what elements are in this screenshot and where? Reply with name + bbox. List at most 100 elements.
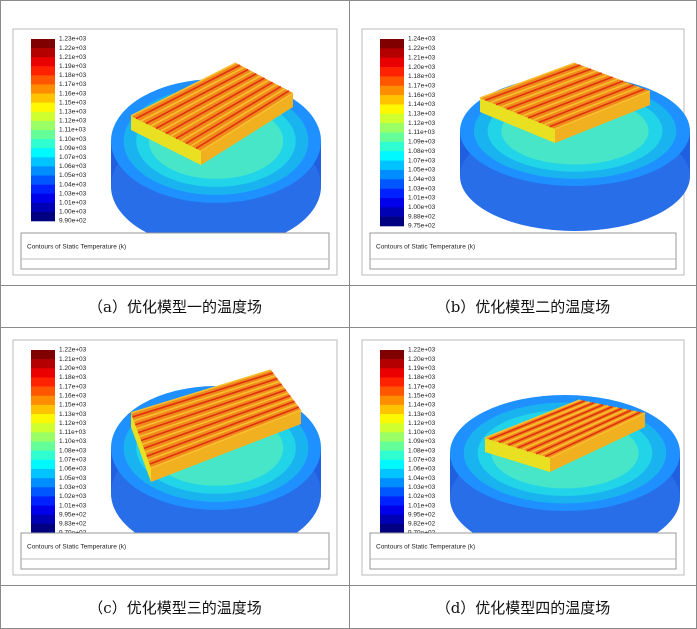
colorbar-label: 9.82e+02 [408, 521, 436, 528]
fin-stripe [133, 374, 276, 422]
colorbar-label: 1.05e+03 [408, 167, 436, 174]
fin-block-side [201, 93, 293, 165]
colorbar-label: 9.83e+02 [59, 521, 87, 528]
fin-stripe [135, 377, 278, 426]
fin-stripe [489, 400, 585, 441]
colorbar-swatch [380, 188, 404, 199]
colorbar-swatch [31, 66, 55, 76]
colorbar-label: 1.08e+03 [408, 447, 436, 454]
fin-stripe [493, 401, 590, 442]
colorbar-swatch [31, 441, 55, 451]
colorbar-swatch [31, 48, 55, 58]
fin-stripe [526, 407, 623, 452]
panel-cell: 1.22e+03 1.21e+03 1.20e+03 1.18e+03 1.17e+03… [0, 327, 350, 586]
fin-stripe [132, 372, 274, 418]
fin-stripe [507, 403, 604, 446]
colorbar-swatch [31, 84, 55, 94]
colorbar-swatch [380, 350, 404, 360]
colorbar-label: 1.13e+03 [408, 411, 436, 418]
colorbar-swatch [380, 207, 404, 217]
colorbar-swatch [380, 478, 404, 488]
colorbar-label: 1.08e+03 [59, 447, 87, 454]
panel-cell: 1.23e+03 1.22e+03 1.21e+03 1.19e+03 1.18e+03… [0, 0, 350, 286]
colorbar-label: 1.00e+03 [408, 204, 436, 211]
fin-stripe [170, 79, 269, 137]
colorbar-label: 1.15e+03 [59, 99, 87, 106]
colorbar-label: 1.01e+03 [408, 195, 436, 202]
fin-stripe [521, 406, 618, 451]
colorbar-swatch [380, 459, 404, 470]
colorbar-label: 1.18e+03 [408, 374, 436, 381]
colorbar-label: 1.15e+03 [408, 392, 436, 399]
fin-stripe [130, 369, 272, 414]
colorbar-label: 1.17e+03 [408, 383, 436, 390]
fin-stripe [200, 92, 294, 152]
fin-stripe [146, 400, 295, 457]
fin-stripe [512, 404, 609, 448]
colorbar-swatch [380, 169, 404, 180]
colorbar-swatch [380, 487, 404, 497]
contour-image: 1.22e+03 1.20e+03 1.19e+03 1.18e+03 1.17e+03… [361, 339, 685, 576]
colorbar-label: 1.11e+03 [408, 129, 435, 136]
colorbar-label: 1.07e+03 [408, 157, 436, 164]
panel-cell: 1.24e+03 1.22e+03 1.21e+03 1.20e+03 1.18e+03… [349, 0, 697, 286]
fin-stripe [147, 403, 297, 461]
colorbar-label: 1.20e+03 [59, 365, 87, 372]
fin-stripe [549, 88, 645, 128]
colorbar-label: 9.88e+02 [408, 213, 436, 220]
colorbar-label: 1.14e+03 [408, 101, 436, 108]
colorbar-swatch [380, 57, 404, 68]
colorbar-label: 1.07e+03 [59, 457, 87, 464]
colorbar-label: 1.09e+03 [408, 438, 436, 445]
colorbar-label: 1.13e+03 [59, 109, 87, 116]
fin-stripe [137, 383, 282, 434]
colorbar-label: 1.10e+03 [59, 438, 87, 445]
colorbar-swatch [380, 123, 404, 133]
colorbar-swatch [380, 395, 404, 406]
contour-image: 1.24e+03 1.22e+03 1.21e+03 1.20e+03 1.18e+03… [361, 28, 690, 276]
colorbar-label: 1.02e+03 [59, 493, 87, 500]
colorbar-swatch [31, 175, 55, 185]
fin-stripe [140, 389, 287, 442]
colorbar-label: 1.16e+03 [59, 90, 87, 97]
colorbar-swatch [380, 441, 404, 451]
colorbar-label: 1.05e+03 [59, 475, 87, 482]
colorbar-swatch [31, 505, 55, 515]
colorbar-swatch [31, 395, 55, 406]
colorbar-label: 1.01e+03 [59, 502, 87, 509]
fin-stripe [506, 72, 603, 110]
colorbar-swatch [31, 120, 55, 131]
fin-stripe [142, 392, 289, 446]
colorbar-label: 1.05e+03 [59, 172, 87, 179]
colorbar-swatch [380, 505, 404, 515]
fin-stripe [139, 386, 285, 438]
colorbar-label: 1.12e+03 [408, 420, 436, 427]
contour-image: 1.22e+03 1.21e+03 1.20e+03 1.18e+03 1.17e+03… [12, 339, 338, 576]
colorbar-label: 1.12e+03 [59, 420, 87, 427]
colorbar-swatch [380, 216, 404, 227]
colorbar-label: 1.17e+03 [408, 82, 436, 89]
colorbar-swatch [31, 157, 55, 167]
footer-box [20, 232, 330, 270]
colorbar-swatch [380, 179, 404, 189]
fin-stripe [517, 405, 613, 449]
fin-stripe [185, 85, 282, 145]
colorbar-swatch [31, 468, 55, 479]
fin-stripe [503, 402, 599, 445]
footer-text: Contours of Static Temperature (k) [376, 544, 475, 551]
colorbar-label: 1.02e+03 [408, 493, 436, 500]
colorbar-swatch [380, 468, 404, 479]
fin-stripe [150, 409, 302, 469]
colorbar-swatch [380, 197, 404, 208]
colorbar-label: 1.04e+03 [408, 176, 436, 183]
colorbar-swatch [380, 39, 404, 49]
colorbar-label: 1.00e+03 [59, 209, 87, 216]
fin-stripe [145, 397, 293, 454]
colorbar-swatch [31, 478, 55, 488]
colorbar-label: 1.22e+03 [59, 45, 87, 52]
colorbar-swatch [31, 487, 55, 497]
fin-stripe [135, 64, 241, 120]
colorbar-label: 1.18e+03 [408, 73, 436, 80]
colorbar-swatch [380, 386, 404, 397]
colorbar-label: 1.03e+03 [59, 190, 87, 197]
